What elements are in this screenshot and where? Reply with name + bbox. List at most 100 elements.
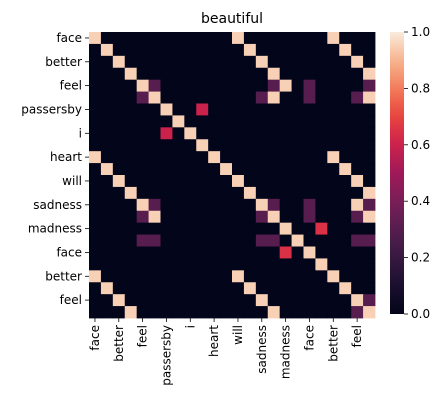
heatmap-cell bbox=[303, 234, 316, 247]
heatmap-cell bbox=[172, 186, 185, 200]
heatmap-cell bbox=[327, 32, 340, 45]
heatmap-cell bbox=[112, 43, 126, 57]
heatmap-cell bbox=[208, 55, 221, 69]
heatmap-cell bbox=[267, 43, 281, 57]
heatmap-cell bbox=[315, 67, 328, 81]
heatmap-cell bbox=[255, 151, 269, 164]
heatmap-cell bbox=[184, 151, 197, 164]
heatmap-cell bbox=[172, 43, 185, 57]
heatmap-cell bbox=[255, 103, 269, 116]
heatmap-cell bbox=[303, 139, 316, 152]
chart-title: beautiful bbox=[201, 11, 263, 27]
heatmap-cell bbox=[363, 306, 376, 319]
heatmap-cell bbox=[112, 210, 126, 224]
heatmap-cell bbox=[315, 186, 328, 200]
heatmap-cell bbox=[136, 282, 149, 295]
heatmap-cell bbox=[112, 139, 126, 152]
heatmap-cell bbox=[184, 163, 197, 176]
heatmap-cell bbox=[327, 246, 340, 259]
heatmap-cell bbox=[220, 67, 233, 81]
heatmap-cell bbox=[112, 55, 126, 69]
heatmap-cell bbox=[279, 151, 292, 164]
heatmap-cell bbox=[232, 32, 245, 45]
heatmap-cell bbox=[172, 55, 185, 69]
heatmap-cell bbox=[112, 258, 126, 271]
y-tick-label: sadness bbox=[33, 198, 82, 212]
heatmap-cell bbox=[89, 294, 102, 307]
heatmap-cell bbox=[243, 127, 257, 140]
heatmap-cell bbox=[136, 222, 149, 235]
heatmap-cell bbox=[363, 175, 376, 188]
heatmap-cell bbox=[124, 163, 138, 176]
x-tick-label: will bbox=[231, 325, 245, 345]
heatmap-cell bbox=[208, 91, 221, 104]
heatmap-cell bbox=[243, 115, 257, 128]
heatmap-cell bbox=[220, 79, 233, 92]
heatmap-cell bbox=[255, 210, 269, 224]
heatmap-cell bbox=[267, 32, 281, 45]
heatmap-cell bbox=[89, 282, 102, 295]
heatmap-cell bbox=[315, 115, 328, 128]
heatmap-cell bbox=[232, 270, 245, 283]
heatmap-cell bbox=[220, 186, 233, 200]
heatmap-cell bbox=[172, 91, 185, 104]
y-tick-label: face bbox=[56, 31, 82, 45]
heatmap-cell bbox=[136, 294, 149, 307]
heatmap-cell bbox=[279, 127, 292, 140]
heatmap-cell bbox=[303, 79, 316, 92]
heatmap-cell bbox=[243, 67, 257, 81]
heatmap-cell bbox=[267, 270, 281, 283]
heatmap-cell bbox=[124, 127, 138, 140]
heatmap-cell bbox=[363, 115, 376, 128]
heatmap-cell bbox=[112, 186, 126, 200]
heatmap-cell bbox=[243, 91, 257, 104]
heatmap-cell bbox=[339, 210, 352, 224]
heatmap-cell bbox=[89, 103, 102, 116]
heatmap-cell bbox=[291, 222, 304, 235]
heatmap-cell bbox=[363, 258, 376, 271]
heatmap-cell bbox=[291, 246, 304, 259]
heatmap-cell bbox=[327, 67, 340, 81]
heatmap-cell bbox=[196, 210, 209, 224]
heatmap-cell bbox=[148, 91, 161, 104]
y-tick-label: heart bbox=[50, 150, 82, 164]
heatmap-cell bbox=[208, 151, 221, 164]
heatmap-cell bbox=[315, 246, 328, 259]
heatmap-cell bbox=[148, 67, 161, 81]
heatmap-cell bbox=[303, 163, 316, 176]
heatmap-cell bbox=[232, 282, 245, 295]
heatmap-cell bbox=[100, 79, 114, 92]
heatmap-cell bbox=[232, 139, 245, 152]
heatmap-cell bbox=[172, 246, 185, 259]
heatmap-cell bbox=[100, 186, 114, 200]
heatmap-cell bbox=[100, 306, 114, 319]
heatmap-cell bbox=[112, 151, 126, 164]
heatmap-cell bbox=[291, 103, 304, 116]
heatmap-cell bbox=[184, 91, 197, 104]
heatmap-cell bbox=[232, 79, 245, 92]
heatmap-cell bbox=[160, 282, 173, 295]
heatmap-cell bbox=[148, 294, 161, 307]
heatmap-cell bbox=[339, 55, 352, 69]
heatmap-cell bbox=[100, 175, 114, 188]
heatmap-cell bbox=[303, 127, 316, 140]
heatmap-cell bbox=[100, 282, 114, 295]
heatmap-cell bbox=[339, 175, 352, 188]
colorbar-tick-label: 0.8 bbox=[411, 81, 430, 95]
heatmap-cell bbox=[136, 186, 149, 200]
heatmap-cell bbox=[89, 67, 102, 81]
heatmap-cell bbox=[255, 270, 269, 283]
heatmap-cell bbox=[267, 79, 281, 92]
heatmap-cell bbox=[136, 91, 149, 104]
heatmap-cell bbox=[267, 198, 281, 212]
heatmap-cell bbox=[136, 210, 149, 224]
heatmap-cell bbox=[267, 55, 281, 69]
heatmap-cell bbox=[208, 67, 221, 81]
heatmap-cell bbox=[196, 115, 209, 128]
heatmap-cell bbox=[100, 151, 114, 164]
heatmap-cell bbox=[196, 139, 209, 152]
heatmap-cell bbox=[267, 306, 281, 319]
x-tick-label: face bbox=[302, 325, 316, 351]
heatmap-cell bbox=[112, 91, 126, 104]
y-tick-label: will bbox=[62, 174, 82, 188]
